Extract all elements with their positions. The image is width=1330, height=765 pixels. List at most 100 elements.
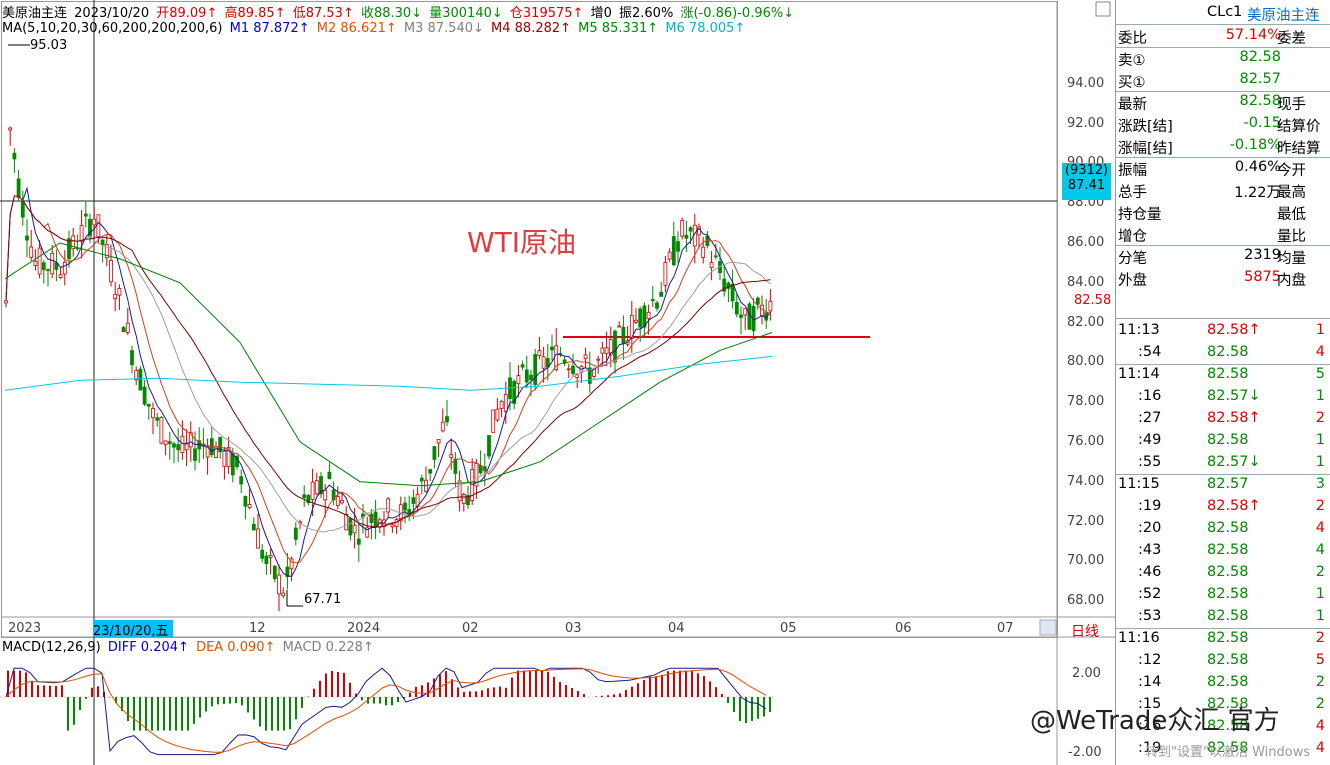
candle-body	[676, 241, 680, 252]
candle-body	[344, 513, 349, 531]
candle-body	[247, 504, 252, 508]
price-axis-label: 70.00	[1067, 553, 1105, 569]
candle-body	[100, 239, 105, 246]
tick-row: :46 82.58 2	[1116, 562, 1330, 584]
tick-volume: 2	[1315, 696, 1325, 712]
quote-label: 涨幅[结]	[1118, 141, 1173, 157]
tick-row: :43 82.58 4	[1116, 540, 1330, 562]
candle-body	[293, 527, 298, 540]
tick-volume: 4	[1315, 520, 1325, 536]
candle-body	[109, 260, 113, 283]
tick-time: 11:15	[1118, 476, 1160, 492]
candle-body	[306, 495, 311, 503]
quote-label: 买①	[1118, 75, 1146, 91]
candle-body	[457, 480, 462, 502]
candle-body	[684, 234, 689, 239]
candle-body	[726, 282, 731, 289]
m1-value: M1 87.872↑	[229, 21, 310, 36]
candle-body	[495, 408, 500, 421]
candle-body	[667, 251, 672, 260]
candle-body	[760, 304, 764, 317]
tick-time: :52	[1138, 586, 1162, 602]
candle-body	[348, 518, 353, 536]
tick-volume: 5	[1315, 652, 1325, 668]
quote-row: 委比 57.14% 委差	[1116, 25, 1330, 47]
high-value: 高89.85↑	[224, 6, 286, 21]
crosshair-count: (9312)	[1064, 163, 1109, 178]
candle-body	[184, 442, 189, 451]
candle-body	[411, 497, 416, 504]
tick-volume: 1	[1315, 608, 1325, 624]
tick-price: 82.58	[1207, 366, 1249, 382]
tick-volume: 1	[1315, 388, 1325, 404]
chart-title: WTI原油	[467, 226, 577, 259]
panel-name: 美原油主连	[1247, 8, 1320, 24]
tick-volume: 2	[1315, 498, 1325, 514]
candle-body	[604, 347, 609, 354]
candle-body	[96, 214, 101, 238]
candle-body	[743, 308, 748, 316]
macd-axis-top: 2.00	[1072, 666, 1101, 681]
tick-volume: 5	[1315, 366, 1325, 382]
tick-price: 82.58	[1207, 586, 1249, 602]
toggle-box	[1095, 1, 1111, 17]
candle-body	[537, 350, 542, 356]
ma-m5-line	[4, 242, 773, 487]
candle-body	[46, 269, 50, 272]
quote-value: 82.58	[1239, 93, 1281, 109]
candle-body	[29, 246, 34, 258]
price-axis-label: 80.00	[1067, 354, 1105, 370]
crosshair-date: 23/10/20,五	[93, 624, 169, 639]
quote-label: 总手	[1118, 185, 1147, 201]
quote-row: 涨跌[结] -0.15 结算价	[1116, 113, 1330, 135]
tick-time: :19	[1138, 740, 1162, 756]
candle-body	[487, 435, 491, 457]
tick-price: 82.58	[1207, 564, 1249, 580]
candle-body	[403, 502, 407, 511]
candle-body	[671, 236, 676, 266]
candle-body	[596, 358, 601, 361]
candle-body	[176, 444, 181, 451]
quote-label: 最新	[1118, 97, 1147, 113]
candle-body	[621, 326, 626, 344]
candle-body	[634, 319, 638, 323]
crosshair-price: 87.41	[1067, 178, 1106, 193]
candle-body	[390, 524, 395, 528]
candle-body	[365, 527, 370, 538]
quote-value: 0.46%	[1234, 159, 1281, 175]
price-axis-label: 94.00	[1067, 75, 1105, 91]
candle-body	[680, 220, 685, 237]
period-label[interactable]: 日线	[1071, 624, 1099, 640]
tick-row: :27 82.58↑ 2	[1116, 408, 1330, 430]
quote-right-label: 量比	[1277, 229, 1306, 245]
tick-time: :12	[1138, 652, 1162, 668]
candle-body	[512, 381, 517, 404]
candle-body	[155, 417, 160, 421]
candle-body	[264, 555, 269, 565]
tick-price: 82.58	[1207, 630, 1249, 646]
tick-price: 82.57↓	[1207, 388, 1261, 404]
candle-body	[352, 524, 357, 534]
bar-date: 2023/10/20	[74, 6, 150, 21]
tick-price: 82.58	[1207, 542, 1249, 558]
date-axis-label: 06	[895, 621, 912, 636]
activation-notice: 转到"设置"以激活 Windows	[1145, 745, 1311, 760]
candle-body	[251, 523, 256, 531]
main-chart[interactable]	[0, 0, 1115, 765]
tick-volume: 2	[1315, 410, 1325, 426]
candle-body	[428, 469, 433, 474]
candle-body	[642, 305, 647, 328]
tick-time: :20	[1138, 520, 1162, 536]
candle-body	[130, 350, 134, 366]
macd-axis-bottom: -2.00	[1068, 745, 1102, 760]
tick-time: :16	[1138, 388, 1162, 404]
ma-m3-line	[5, 195, 771, 533]
candle-body	[524, 369, 529, 383]
macd-legend-bar: MACD(12,26,9) DIFF 0.204↑ DEA 0.090↑ MAC…	[2, 640, 377, 655]
candle-body	[466, 495, 470, 506]
candle-body	[117, 288, 122, 296]
candle-body	[113, 294, 118, 300]
quote-row: 持仓量 最低	[1116, 201, 1330, 223]
candle-body	[440, 421, 445, 432]
candle-body	[449, 454, 454, 458]
